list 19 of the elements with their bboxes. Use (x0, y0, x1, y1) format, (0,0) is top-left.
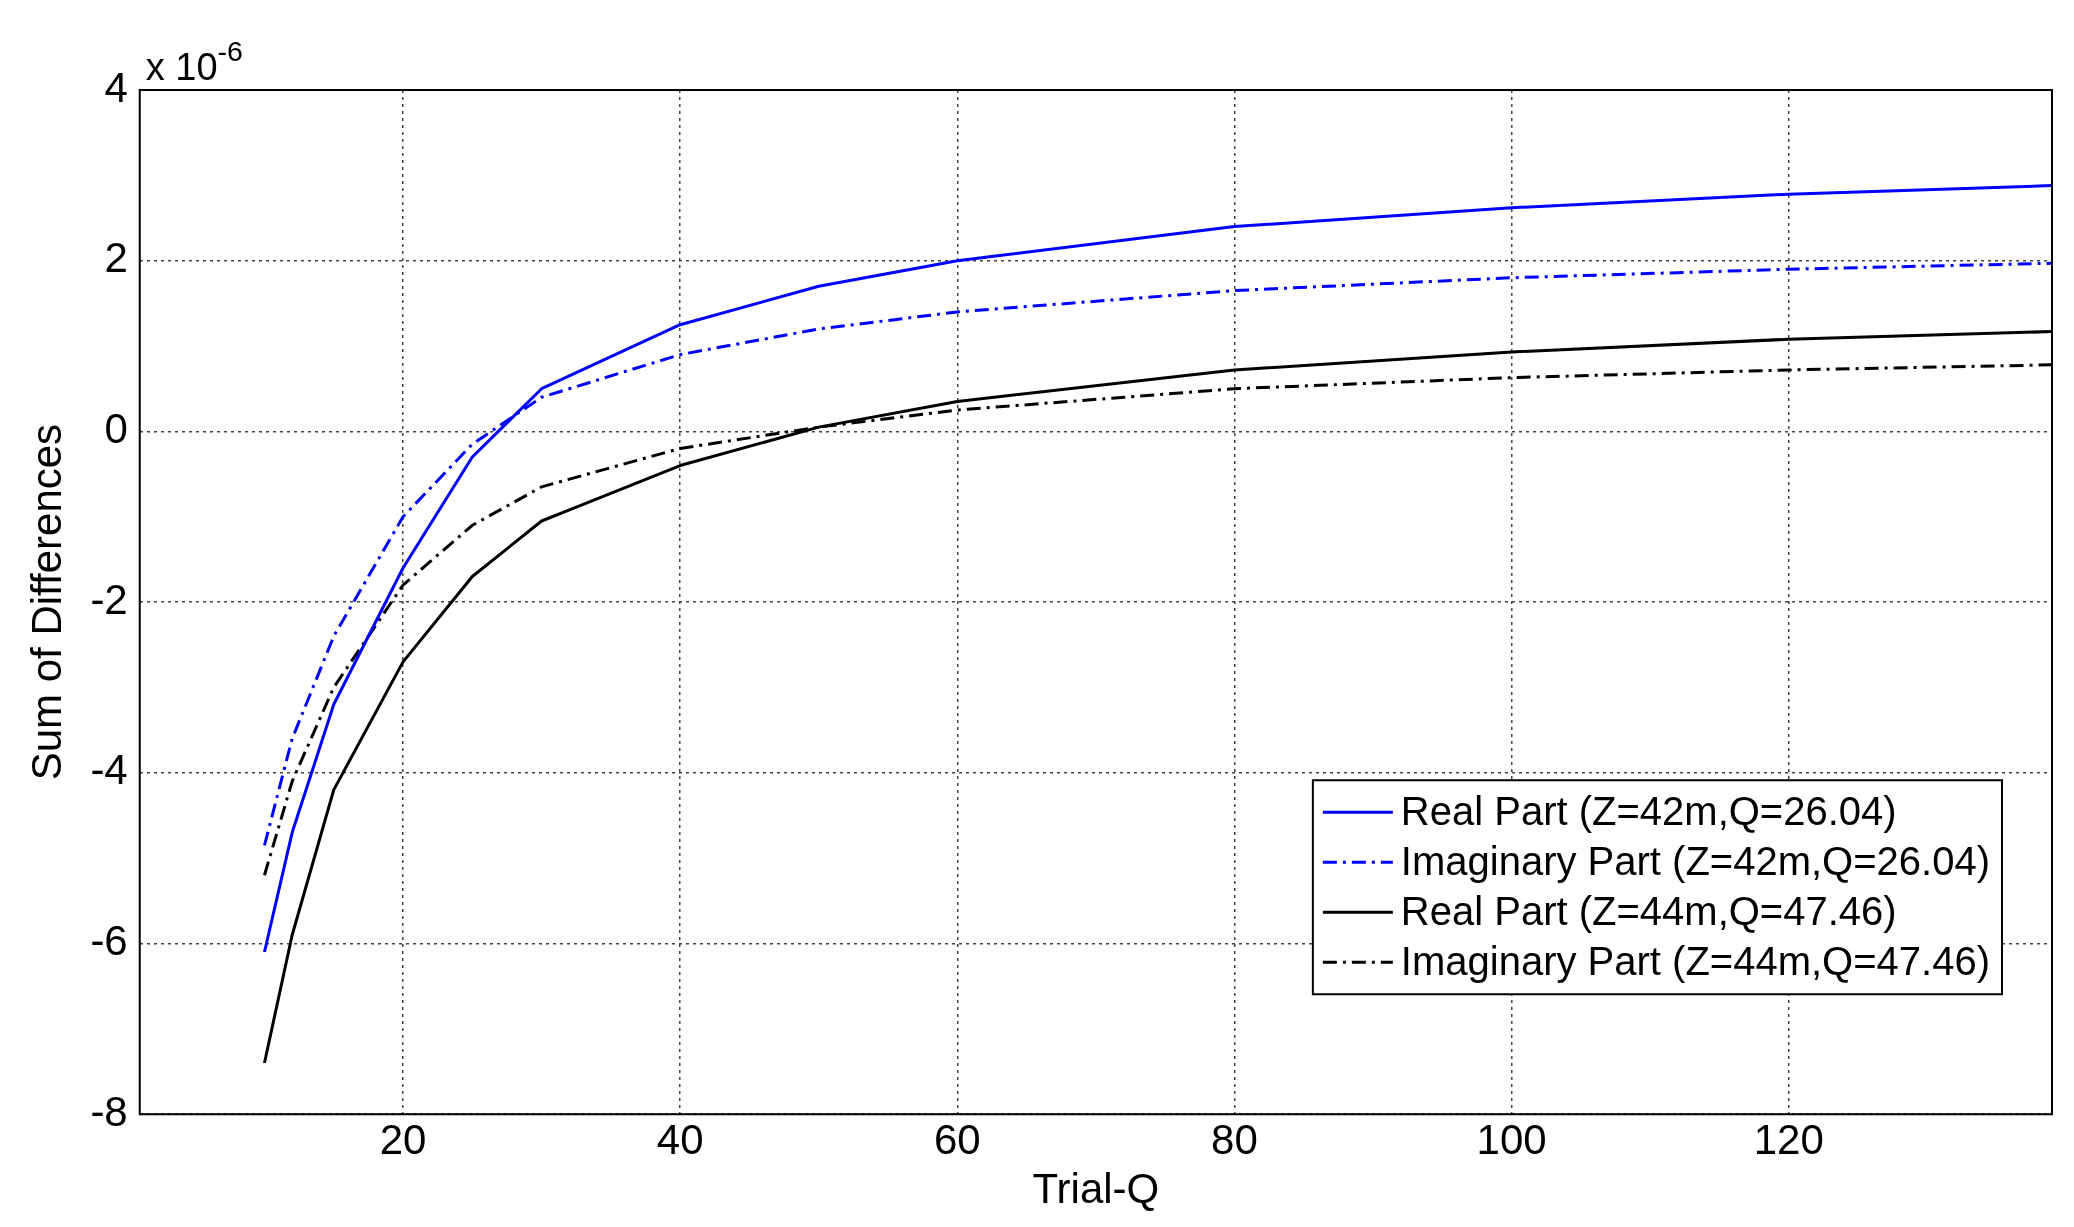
x-axis-title: Trial-Q (1032, 1165, 1160, 1213)
legend-label: Imaginary Part (Z=44m,Q=47.46) (1400, 939, 1990, 984)
y-tick-label: -4 (90, 746, 128, 794)
x-tick-label: 40 (656, 1115, 704, 1163)
y-tick-label: 4 (104, 63, 128, 111)
y-tick-label: -6 (90, 917, 128, 965)
y-tick-label: -2 (90, 575, 128, 623)
x-tick-label: 100 (1476, 1115, 1547, 1163)
x-tick-label: 60 (933, 1115, 981, 1163)
y-tick-label: -8 (90, 1087, 128, 1135)
x-tick-label: 20 (379, 1115, 427, 1163)
legend-label: Real Part (Z=42m,Q=26.04) (1400, 789, 1897, 834)
y-tick-label: 0 (104, 404, 128, 452)
legend-label: Imaginary Part (Z=42m,Q=26.04) (1400, 839, 1990, 884)
legend-label: Real Part (Z=44m,Q=47.46) (1400, 889, 1897, 934)
y-axis-title: Sum of Differences (22, 423, 70, 781)
x-tick-label: 80 (1211, 1115, 1258, 1163)
x-tick-label: 120 (1753, 1115, 1824, 1163)
y-tick-label: 2 (104, 234, 128, 282)
